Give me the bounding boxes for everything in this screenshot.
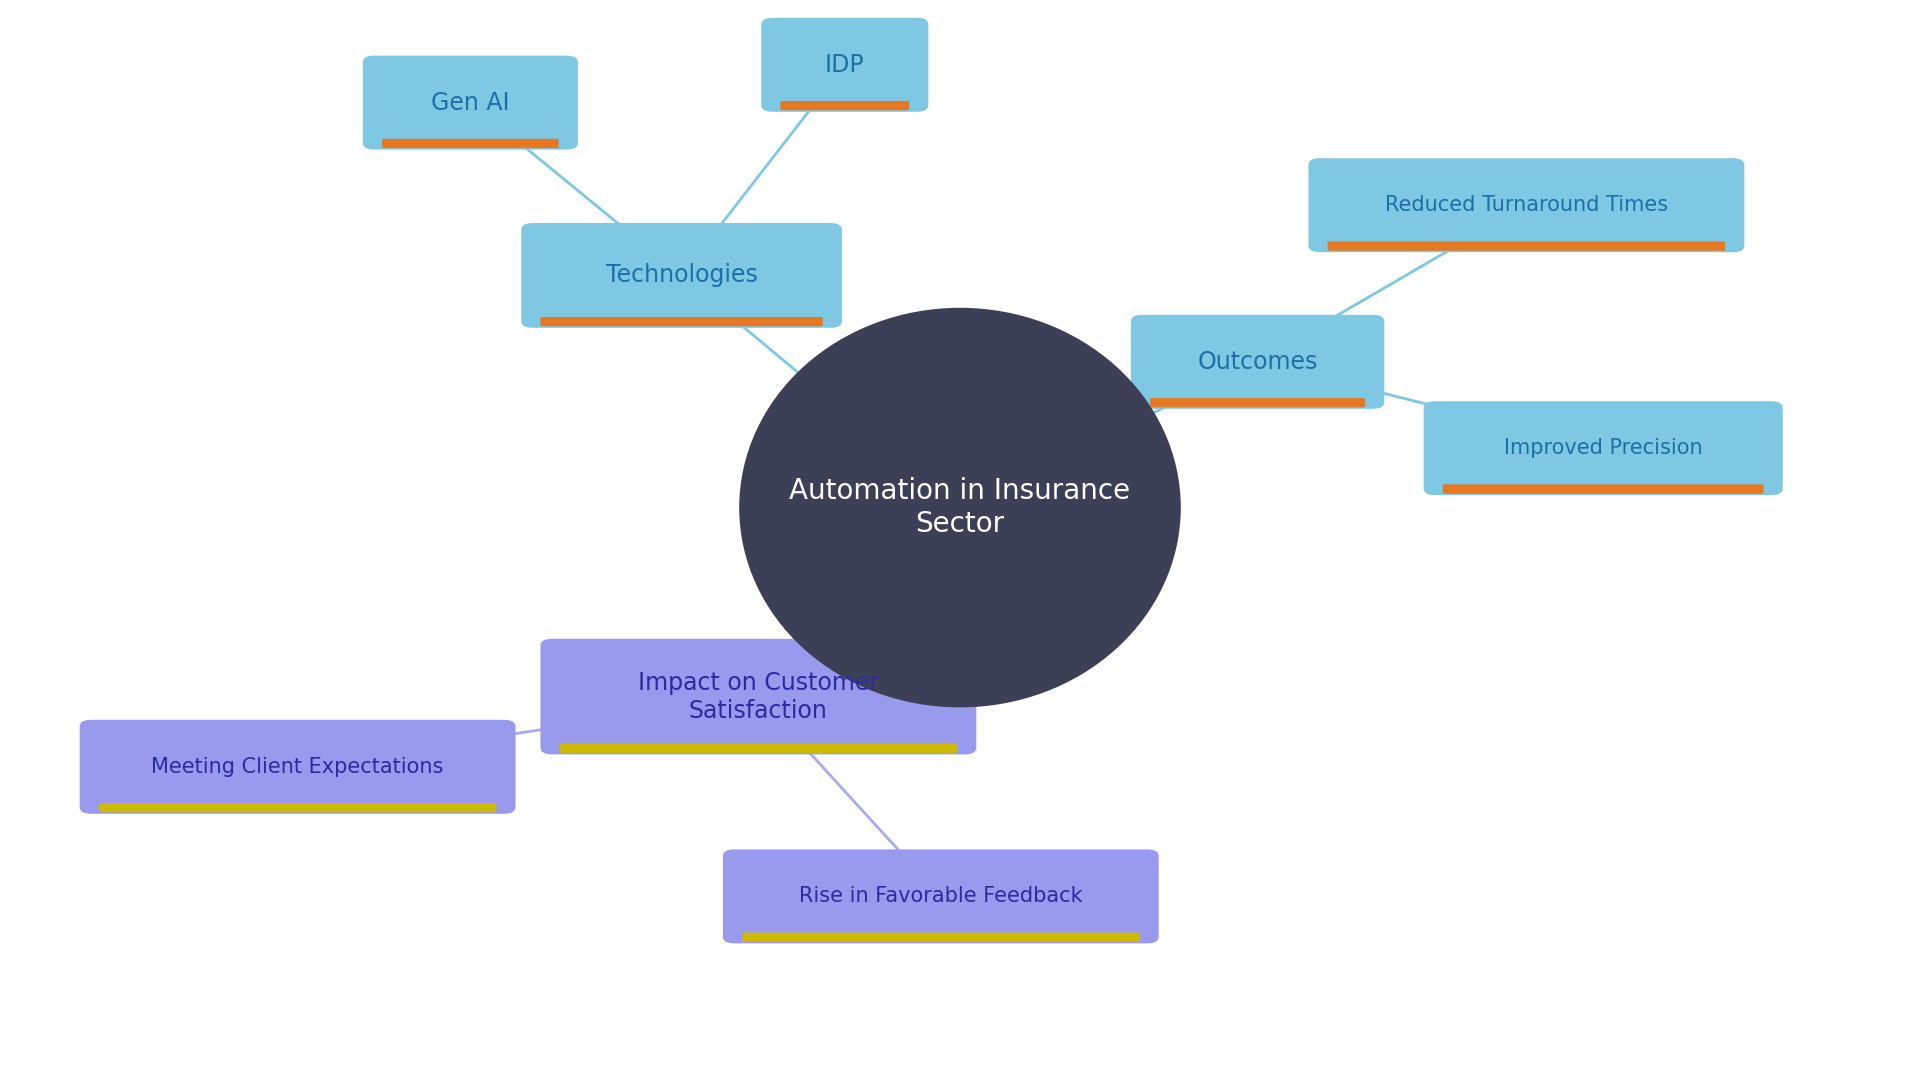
FancyBboxPatch shape: [780, 102, 910, 110]
FancyBboxPatch shape: [722, 849, 1160, 944]
Text: Impact on Customer
Satisfaction: Impact on Customer Satisfaction: [637, 671, 879, 723]
Text: Automation in Insurance
Sector: Automation in Insurance Sector: [789, 477, 1131, 538]
FancyBboxPatch shape: [100, 802, 495, 812]
Text: Reduced Turnaround Times: Reduced Turnaround Times: [1384, 195, 1668, 215]
Text: Rise in Favorable Feedback: Rise in Favorable Feedback: [799, 887, 1083, 906]
FancyBboxPatch shape: [541, 639, 977, 754]
Text: Outcomes: Outcomes: [1198, 350, 1317, 374]
Text: Gen AI: Gen AI: [432, 91, 509, 114]
FancyBboxPatch shape: [1309, 158, 1743, 252]
FancyBboxPatch shape: [1150, 397, 1365, 407]
Text: Technologies: Technologies: [605, 264, 758, 287]
FancyBboxPatch shape: [1131, 314, 1384, 408]
FancyBboxPatch shape: [741, 932, 1140, 942]
Text: Meeting Client Expectations: Meeting Client Expectations: [152, 757, 444, 777]
FancyBboxPatch shape: [81, 719, 515, 814]
Text: Improved Precision: Improved Precision: [1503, 438, 1703, 458]
FancyBboxPatch shape: [1329, 241, 1724, 251]
FancyBboxPatch shape: [561, 743, 958, 753]
Text: IDP: IDP: [826, 53, 864, 77]
FancyBboxPatch shape: [760, 18, 929, 112]
FancyBboxPatch shape: [1444, 484, 1763, 494]
FancyBboxPatch shape: [382, 138, 559, 148]
FancyBboxPatch shape: [363, 55, 578, 149]
FancyBboxPatch shape: [520, 222, 841, 328]
FancyBboxPatch shape: [1423, 402, 1782, 495]
FancyBboxPatch shape: [541, 318, 822, 326]
Ellipse shape: [739, 308, 1181, 707]
